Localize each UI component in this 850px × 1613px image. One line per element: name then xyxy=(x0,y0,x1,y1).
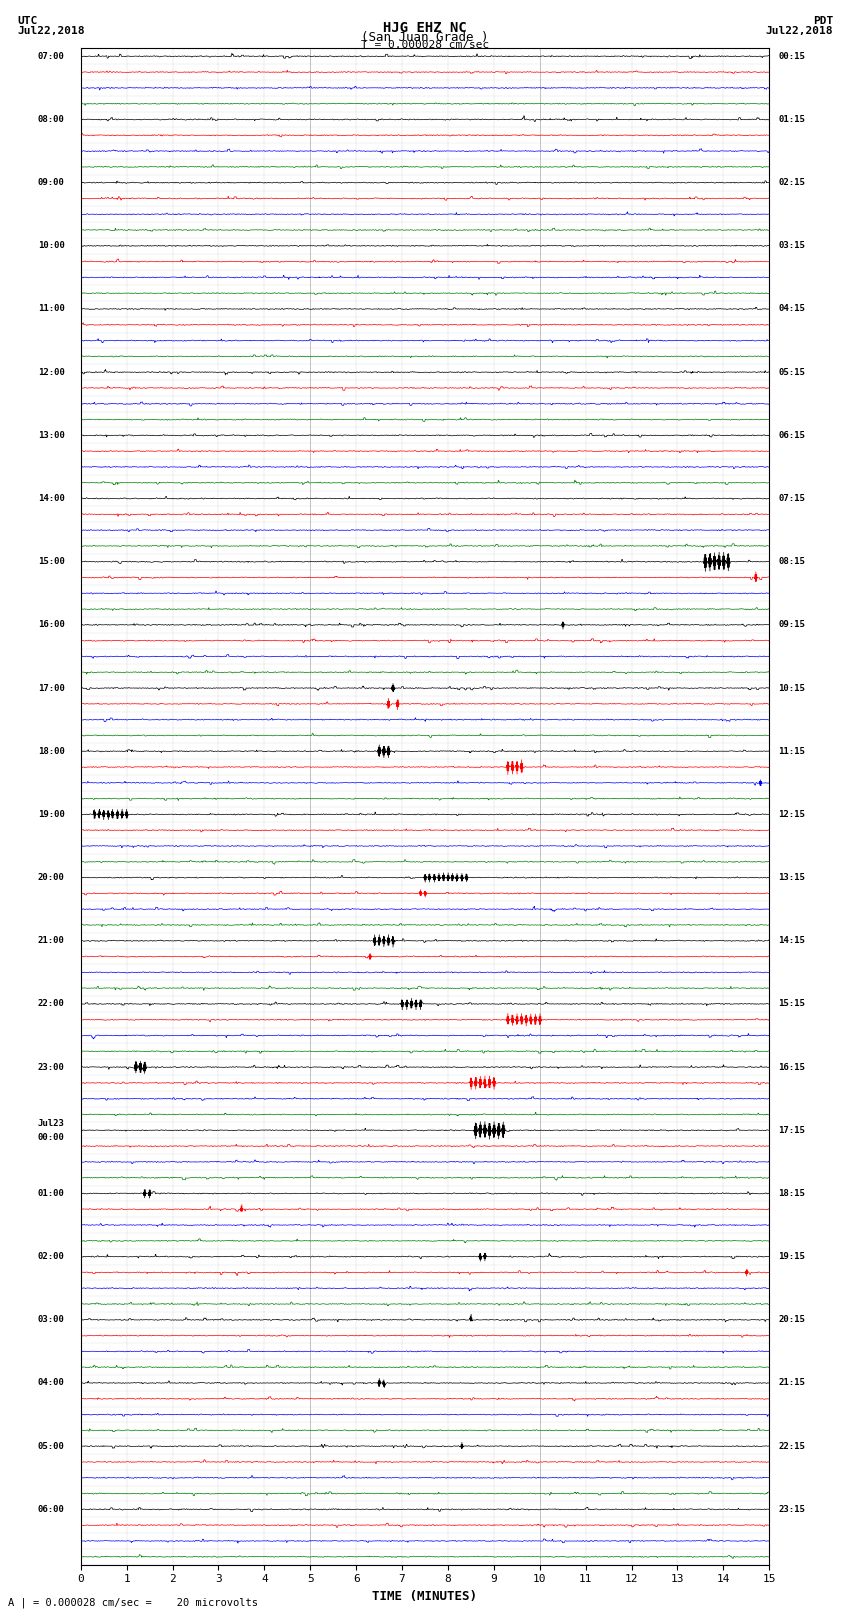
Text: 16:15: 16:15 xyxy=(779,1063,805,1071)
Text: 12:00: 12:00 xyxy=(37,368,65,377)
Text: Jul22,2018: Jul22,2018 xyxy=(766,26,833,35)
Text: 20:00: 20:00 xyxy=(37,873,65,882)
Text: Jul22,2018: Jul22,2018 xyxy=(17,26,84,35)
Text: 00:15: 00:15 xyxy=(779,52,805,61)
Text: 19:00: 19:00 xyxy=(37,810,65,819)
Text: 01:00: 01:00 xyxy=(37,1189,65,1198)
Text: 08:15: 08:15 xyxy=(779,556,805,566)
Text: 05:00: 05:00 xyxy=(37,1442,65,1450)
Text: 14:15: 14:15 xyxy=(779,936,805,945)
Text: 17:00: 17:00 xyxy=(37,684,65,692)
Text: 20:15: 20:15 xyxy=(779,1315,805,1324)
Text: 06:15: 06:15 xyxy=(779,431,805,440)
Text: 21:15: 21:15 xyxy=(779,1379,805,1387)
Text: 19:15: 19:15 xyxy=(779,1252,805,1261)
Text: 04:15: 04:15 xyxy=(779,305,805,313)
Text: Jul23: Jul23 xyxy=(37,1119,65,1127)
Text: 18:15: 18:15 xyxy=(779,1189,805,1198)
Text: 02:15: 02:15 xyxy=(779,177,805,187)
Text: 10:15: 10:15 xyxy=(779,684,805,692)
Text: 11:15: 11:15 xyxy=(779,747,805,756)
Text: 14:00: 14:00 xyxy=(37,494,65,503)
Text: 17:15: 17:15 xyxy=(779,1126,805,1136)
Text: 10:00: 10:00 xyxy=(37,242,65,250)
Text: 22:00: 22:00 xyxy=(37,1000,65,1008)
Text: UTC: UTC xyxy=(17,16,37,26)
Text: 04:00: 04:00 xyxy=(37,1379,65,1387)
Text: 11:00: 11:00 xyxy=(37,305,65,313)
Text: 01:15: 01:15 xyxy=(779,115,805,124)
Text: (San Juan Grade ): (San Juan Grade ) xyxy=(361,31,489,44)
Text: 09:00: 09:00 xyxy=(37,177,65,187)
Text: 06:00: 06:00 xyxy=(37,1505,65,1515)
Text: 21:00: 21:00 xyxy=(37,936,65,945)
Text: 03:00: 03:00 xyxy=(37,1315,65,1324)
X-axis label: TIME (MINUTES): TIME (MINUTES) xyxy=(372,1590,478,1603)
Text: 22:15: 22:15 xyxy=(779,1442,805,1450)
Text: 09:15: 09:15 xyxy=(779,621,805,629)
Text: 07:00: 07:00 xyxy=(37,52,65,61)
Text: 16:00: 16:00 xyxy=(37,621,65,629)
Text: 23:00: 23:00 xyxy=(37,1063,65,1071)
Text: PDT: PDT xyxy=(813,16,833,26)
Text: 18:00: 18:00 xyxy=(37,747,65,756)
Text: 15:00: 15:00 xyxy=(37,556,65,566)
Text: 03:15: 03:15 xyxy=(779,242,805,250)
Text: 00:00: 00:00 xyxy=(37,1132,65,1142)
Text: T = 0.000028 cm/sec: T = 0.000028 cm/sec xyxy=(361,40,489,50)
Text: 23:15: 23:15 xyxy=(779,1505,805,1515)
Text: 13:00: 13:00 xyxy=(37,431,65,440)
Text: 12:15: 12:15 xyxy=(779,810,805,819)
Text: 15:15: 15:15 xyxy=(779,1000,805,1008)
Text: 07:15: 07:15 xyxy=(779,494,805,503)
Text: HJG EHZ NC: HJG EHZ NC xyxy=(383,21,467,35)
Text: A | = 0.000028 cm/sec =    20 microvolts: A | = 0.000028 cm/sec = 20 microvolts xyxy=(8,1597,258,1608)
Text: 02:00: 02:00 xyxy=(37,1252,65,1261)
Text: 13:15: 13:15 xyxy=(779,873,805,882)
Text: 05:15: 05:15 xyxy=(779,368,805,377)
Text: 08:00: 08:00 xyxy=(37,115,65,124)
